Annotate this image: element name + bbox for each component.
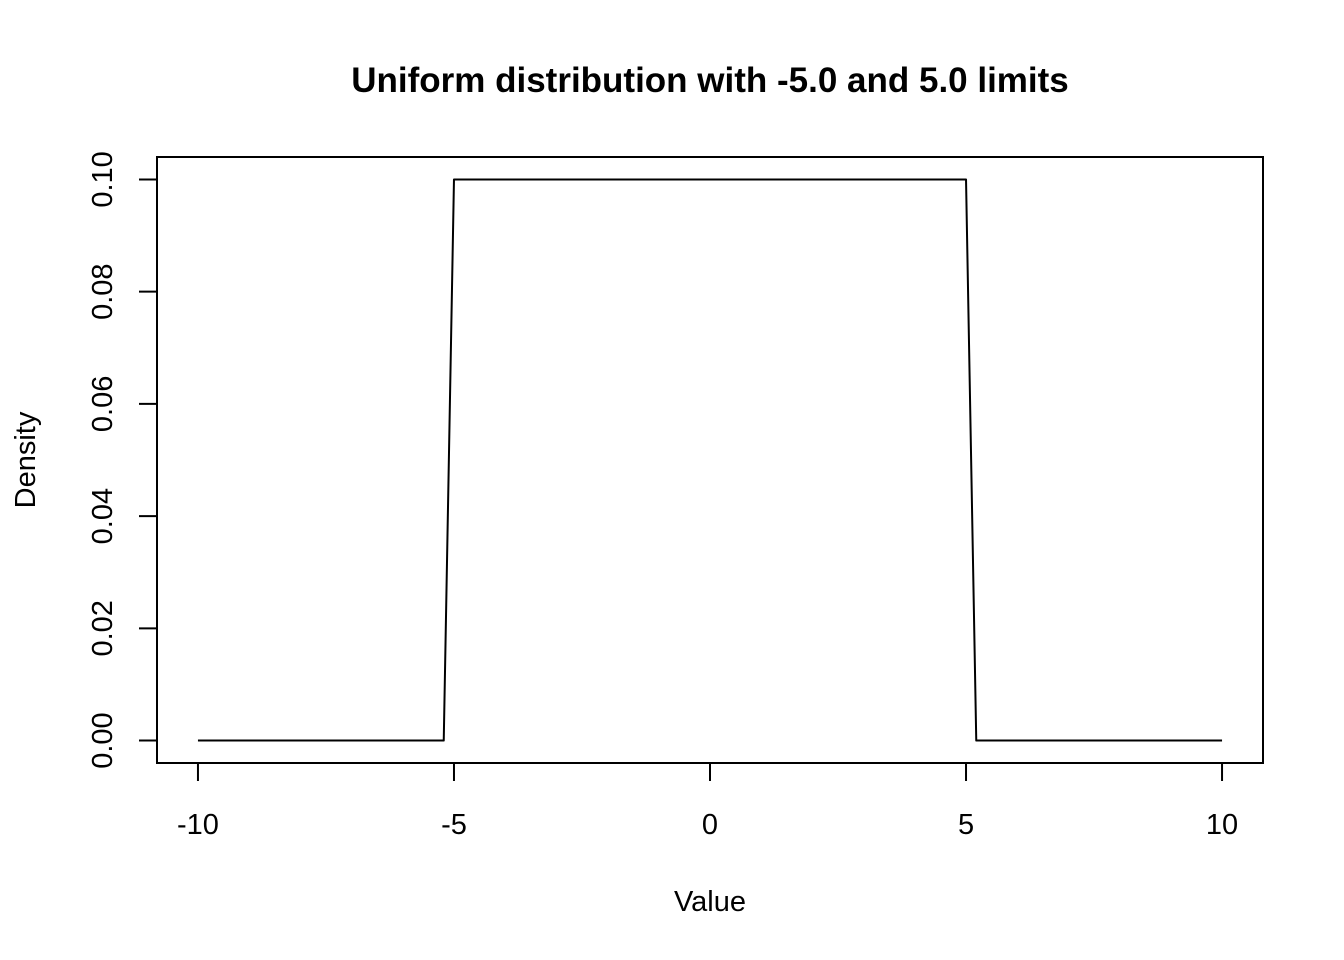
y-tick-label: 0.04 [87, 488, 119, 544]
x-axis-title: Value [674, 886, 746, 918]
series-line-0 [197, 178, 1223, 742]
y-axis: 0.00 0.02 0.04 0.06 0.08 0.10 [87, 151, 158, 769]
x-tick-label: 5 [958, 809, 974, 841]
x-tick-label: -5 [441, 809, 467, 841]
x-axis: -10 -5 0 5 10 [177, 762, 1238, 841]
y-tick-label: 0.10 [87, 151, 119, 207]
x-tick-label: 0 [702, 809, 718, 841]
y-tick-label: 0.02 [87, 600, 119, 656]
x-tick-label: 10 [1206, 809, 1238, 841]
x-tick-label: -10 [177, 809, 219, 841]
chart-title: Uniform distribution with -5.0 and 5.0 l… [351, 61, 1069, 100]
y-axis-title: Density [10, 411, 42, 508]
y-tick-label: 0.06 [87, 376, 119, 432]
y-tick-label: 0.08 [87, 263, 119, 319]
series-layer [197, 178, 1223, 742]
y-tick-label: 0.00 [87, 712, 119, 768]
